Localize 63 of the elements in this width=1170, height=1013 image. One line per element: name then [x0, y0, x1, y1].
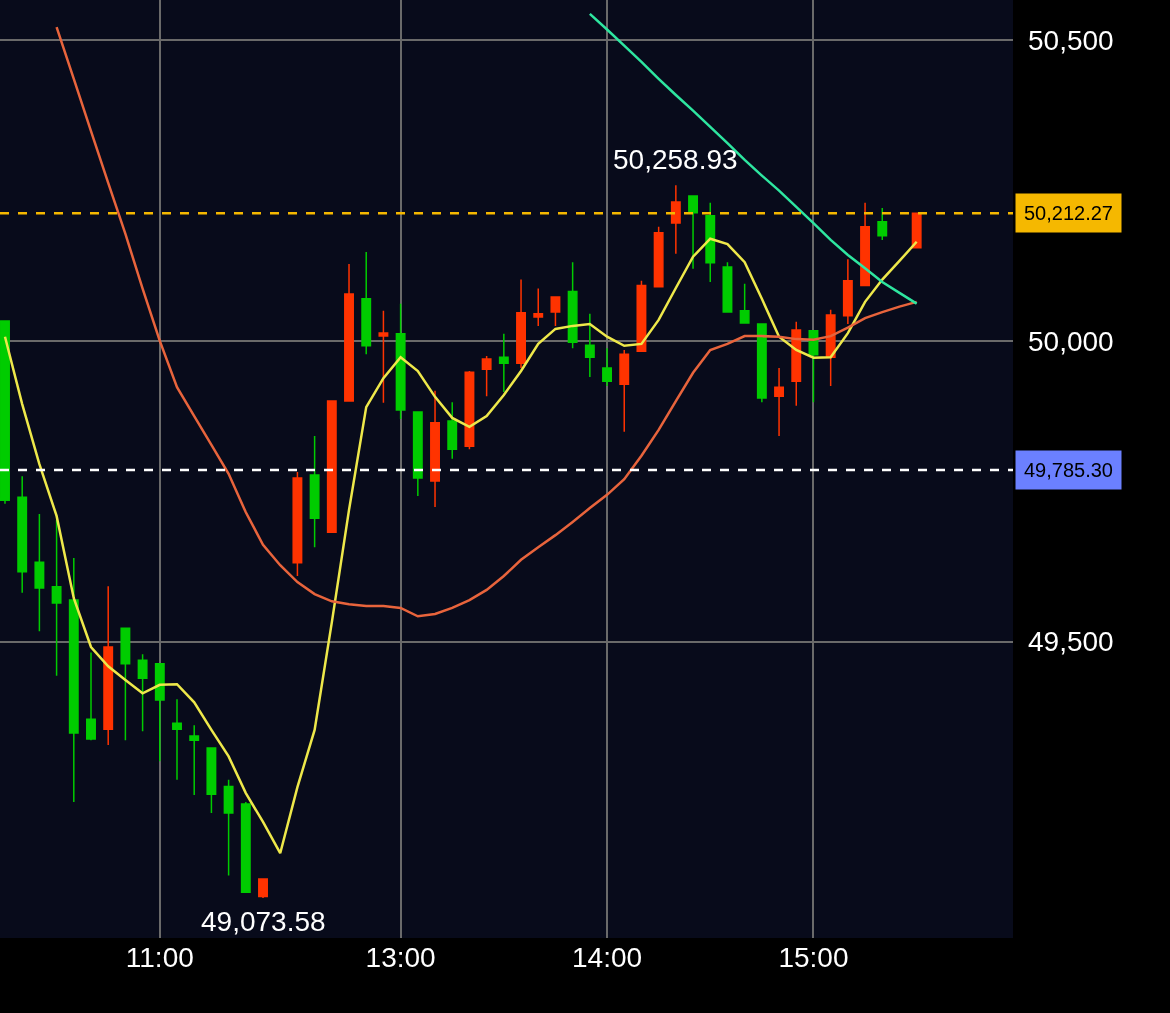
y-tick-label: 49,500: [1028, 626, 1114, 658]
candlestick: [309, 435, 320, 548]
candlestick: [223, 779, 234, 877]
candlestick: [722, 261, 733, 313]
candlestick: [533, 287, 544, 327]
y-tick-label: 50,500: [1028, 25, 1114, 57]
x-tick-label: 14:00: [572, 942, 643, 973]
candlestick: [206, 747, 217, 814]
ref-line-label: 50,212.27: [1024, 202, 1113, 224]
candlestick: [395, 302, 406, 420]
x-tick-label: 11:00: [125, 942, 194, 973]
candlestick: [705, 201, 716, 283]
candlestick: [378, 310, 389, 404]
candlestick: [498, 332, 509, 393]
candlestick: [602, 347, 613, 387]
candlestick: [550, 296, 561, 327]
candlestick: [361, 251, 372, 355]
candlestick: [756, 323, 767, 404]
candlestick: [17, 475, 28, 594]
candlestick: [430, 390, 440, 508]
candlestick: [344, 263, 354, 402]
x-tick-label: 13:00: [365, 942, 436, 973]
candlestick: [791, 320, 802, 407]
candlestick: [619, 349, 630, 433]
x-tick-label: 15:00: [778, 942, 849, 973]
candlestick: [172, 698, 182, 781]
annotation: 49,073.58: [201, 906, 326, 937]
ref-line-label: 49,785.30: [1024, 459, 1113, 481]
annotation: 50,258.93: [613, 144, 738, 175]
candlestick: [189, 724, 200, 796]
candlestick: [51, 519, 62, 677]
y-tick-label: 50,000: [1028, 325, 1114, 357]
candlestick: [292, 471, 303, 577]
candlestick: [412, 411, 423, 497]
candlestick: [516, 278, 526, 369]
candlestick: [103, 585, 114, 746]
candlestick: [774, 367, 785, 437]
candlestick: [739, 283, 750, 324]
candlestick: [68, 557, 79, 803]
line-series: [55, 25, 918, 618]
candlestick: [670, 184, 681, 255]
candlestick: [688, 195, 699, 270]
candlestick: [636, 280, 647, 352]
line-series: [588, 12, 918, 305]
candlestick: [258, 878, 268, 899]
candlestick: [154, 663, 165, 762]
candlestick: [842, 258, 853, 325]
candlestick: [326, 400, 337, 533]
candlestick: [0, 320, 10, 505]
candlestick: [584, 313, 595, 378]
candlestick: [120, 627, 131, 741]
candlestick: [240, 801, 251, 894]
candlestick: [481, 355, 492, 397]
candlestick: [653, 225, 664, 288]
candlestick: [447, 401, 458, 460]
line-series: [3, 237, 918, 855]
candlestick: [860, 201, 871, 287]
candlestick: [34, 513, 45, 633]
candlestick: [137, 653, 148, 732]
candlestick: [86, 651, 96, 741]
candlestick: [877, 207, 888, 241]
candlestick: [464, 370, 475, 450]
candlestick: [567, 261, 578, 349]
